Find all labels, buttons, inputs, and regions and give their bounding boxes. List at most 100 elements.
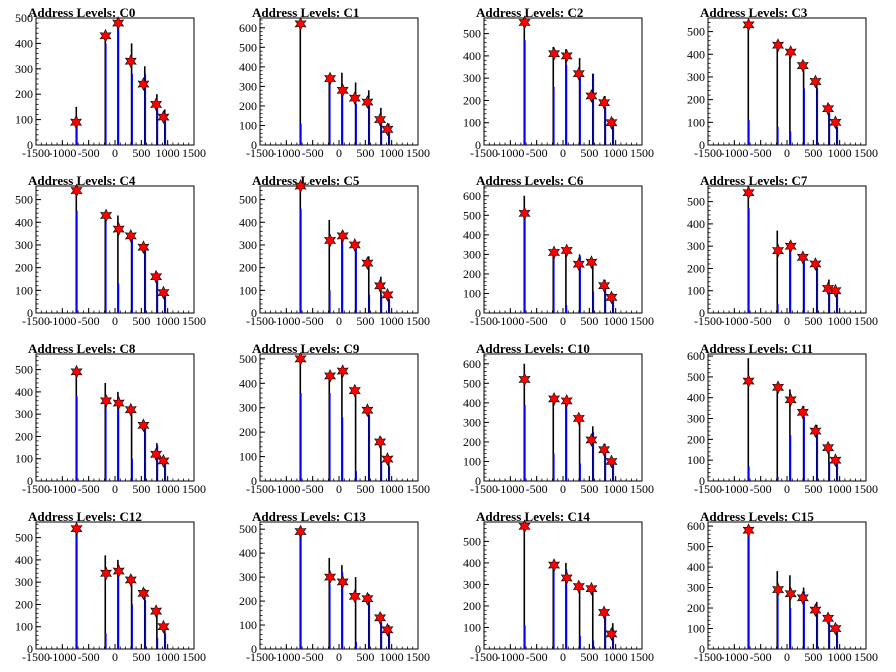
histogram-bar [164, 463, 167, 481]
x-tick-label: 0 [112, 314, 118, 328]
x-tick-label: -1000 [48, 650, 76, 664]
histogram-bar [328, 393, 331, 481]
histogram-bar [748, 120, 750, 145]
star-marker [572, 66, 585, 81]
x-tick-label: -500 [526, 314, 548, 328]
x-tick-label: 0 [336, 482, 342, 496]
y-tick-label: 400 [687, 217, 705, 231]
x-tick-label: 500 [356, 146, 374, 160]
chart-title: Address Levels: C6 [476, 173, 584, 188]
y-tick-label: 100 [463, 620, 481, 634]
x-tick-label: -1500 [22, 650, 50, 664]
chart-panel: Address Levels: C8 0 100 200 300 400 500 -1500-… [0, 336, 224, 504]
y-tick-label: 500 [463, 376, 481, 390]
x-tick-label: -1000 [496, 482, 524, 496]
x-tick-label: 1500 [182, 650, 206, 664]
histogram-bar [828, 113, 831, 145]
x-tick-label: 1500 [854, 314, 878, 328]
x-tick-label: -1500 [470, 650, 498, 664]
y-tick-label: 200 [15, 429, 33, 443]
star-marker [518, 15, 531, 30]
y-tick-label: 100 [15, 283, 33, 297]
histogram-bar [131, 604, 133, 649]
histogram-bar [368, 415, 371, 481]
chart-panel: Address Levels: C13 0 100 200 300 400 500 -1500… [224, 504, 448, 672]
y-tick-label: 300 [239, 79, 257, 93]
y-tick-label: 600 [463, 357, 481, 371]
histogram-bar [523, 526, 526, 649]
y-tick-label: 400 [687, 47, 705, 61]
x-tick-label: -1500 [246, 314, 274, 328]
x-tick-label: -500 [526, 482, 548, 496]
star-marker [324, 233, 337, 248]
star-marker [548, 46, 561, 61]
histogram-bar [828, 286, 831, 313]
histogram-bar [803, 88, 805, 145]
star-marker [742, 185, 755, 200]
x-tick-label: 1000 [604, 482, 628, 496]
star-marker [742, 17, 755, 32]
star-marker [124, 573, 137, 587]
star-marker [70, 364, 83, 379]
histogram-bar [789, 389, 791, 481]
x-tick-label: -1500 [470, 482, 498, 496]
x-tick-label: 1500 [854, 650, 878, 664]
star-marker [572, 579, 585, 594]
y-tick-label: 0 [251, 642, 257, 656]
y-tick-label: 400 [15, 385, 33, 399]
y-tick-label: 0 [699, 306, 705, 320]
histogram-bar [144, 599, 147, 649]
histogram-bar [776, 476, 779, 481]
y-tick-label: 400 [15, 36, 33, 50]
x-tick-label: 1500 [406, 482, 430, 496]
x-tick-label: -500 [750, 146, 772, 160]
y-tick-label: 200 [15, 597, 33, 611]
histogram-bar [565, 305, 568, 313]
star-marker [137, 418, 150, 433]
y-tick-label: 200 [463, 267, 481, 281]
x-tick-label: 1500 [630, 314, 654, 328]
x-tick-label: 500 [132, 482, 150, 496]
x-tick-label: -500 [78, 482, 100, 496]
x-tick-label: -1000 [720, 146, 748, 160]
histogram-bar [552, 398, 555, 481]
plot-frame [259, 17, 419, 146]
chart-panel: Address Levels: C4 0 100 200 300 400 500 -1500-… [0, 168, 224, 336]
star-marker [829, 621, 842, 636]
histogram-bar [803, 259, 805, 313]
y-tick-label: 200 [463, 93, 481, 107]
chart-title: Address Levels: C9 [252, 341, 360, 356]
chart-panel: Address Levels: C9 0 100 200 300 400 500 -1500-… [224, 336, 448, 504]
histogram-bar [524, 625, 526, 649]
y-tick-label: 200 [15, 261, 33, 275]
x-tick-label: 500 [804, 146, 822, 160]
y-tick-label: 500 [239, 193, 257, 207]
histogram-bar [604, 107, 607, 145]
x-tick-label: -500 [750, 314, 772, 328]
chart-svg: 0 100 200 300 400 500 -1500-1000 -500 0 500 1000 15… [463, 15, 654, 160]
chart-svg: 0 100 200 300 400 500 -1500-1000 -500 0 500 1000 15… [239, 352, 430, 496]
histogram-bar [604, 612, 607, 649]
histogram-bar [565, 402, 568, 481]
x-tick-label: 1500 [406, 146, 430, 160]
y-tick-label: 300 [15, 238, 33, 252]
chart-svg: 0 100 200 300 400 500 -1500-1000 -500 0 500 1000 15… [687, 17, 878, 160]
chart-title: Address Levels: C4 [28, 173, 136, 188]
histogram-bar [368, 102, 371, 145]
plot-frame [35, 353, 195, 482]
x-tick-label: 0 [336, 314, 342, 328]
x-tick-label: 500 [132, 146, 150, 160]
histogram-bar [748, 466, 750, 481]
x-tick-label: 0 [112, 146, 118, 160]
y-tick-label: 200 [239, 261, 257, 275]
star-marker [294, 16, 307, 31]
star-marker [518, 519, 531, 534]
x-tick-label: -1500 [694, 650, 722, 664]
x-tick-label: -1000 [496, 650, 524, 664]
y-tick-label: 100 [239, 118, 257, 132]
x-tick-label: -500 [302, 314, 324, 328]
x-tick-label: -500 [302, 146, 324, 160]
histogram-bar [144, 427, 147, 481]
histogram-bar [131, 73, 133, 145]
y-tick-label: 600 [687, 349, 705, 363]
